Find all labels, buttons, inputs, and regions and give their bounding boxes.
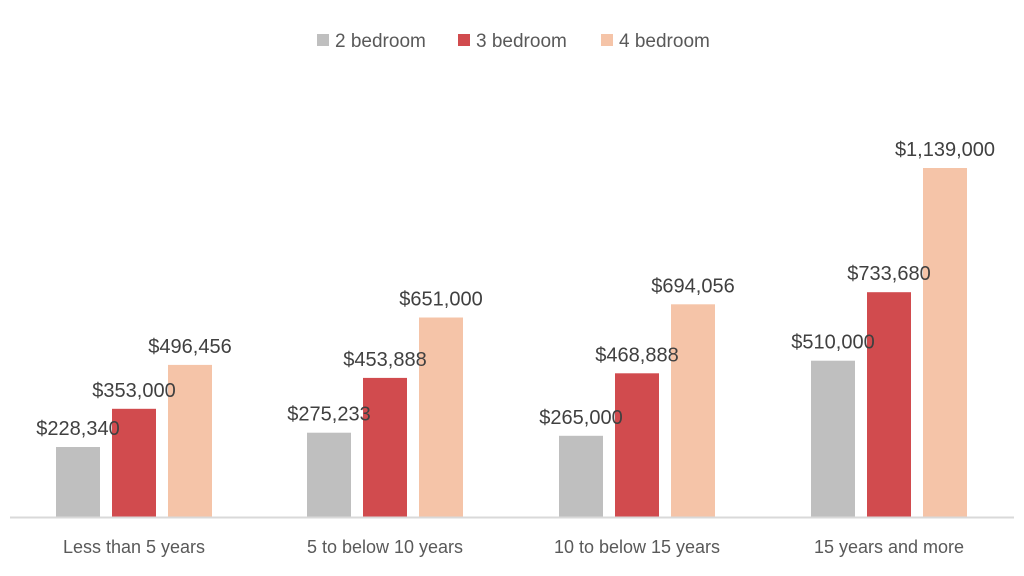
plot-area xyxy=(56,168,967,517)
legend-label-1: 2 bedroom xyxy=(335,31,426,52)
data-label-4-bedroom-3: $694,056 xyxy=(651,275,734,297)
x-tick-label-4: 15 years and more xyxy=(814,537,964,557)
data-label-3-bedroom-2: $453,888 xyxy=(343,349,426,371)
legend: 2 bedroom 3 bedroom 4 bedroom xyxy=(317,31,710,52)
data-label-3-bedroom-3: $468,888 xyxy=(595,344,678,366)
bar-2-bedroom-1 xyxy=(56,447,100,517)
legend-swatch-2 xyxy=(458,34,470,46)
bar-2-bedroom-3 xyxy=(559,435,603,517)
bar-3-bedroom-3 xyxy=(615,373,659,517)
bar-4-bedroom-2 xyxy=(419,317,463,517)
data-label-2-bedroom-1: $228,340 xyxy=(36,418,119,440)
data-labels: $228,340 $353,000 $496,456 $275,233 $453,888… xyxy=(36,139,995,440)
data-label-3-bedroom-4: $733,680 xyxy=(847,263,930,285)
bar-3-bedroom-2 xyxy=(363,377,407,517)
data-label-4-bedroom-4: $1,139,000 xyxy=(895,139,995,161)
x-tick-label-1: Less than 5 years xyxy=(63,537,205,557)
bar-4-bedroom-3 xyxy=(671,304,715,517)
x-axis-tick-labels: Less than 5 years 5 to below 10 years 10 t… xyxy=(63,537,964,557)
bar-3-bedroom-4 xyxy=(867,292,911,517)
data-label-4-bedroom-2: $651,000 xyxy=(399,289,482,311)
bar-3-bedroom-1 xyxy=(112,408,156,517)
legend-label-2: 3 bedroom xyxy=(476,31,567,52)
x-tick-label-3: 10 to below 15 years xyxy=(554,537,720,557)
data-label-2-bedroom-4: $510,000 xyxy=(791,332,874,354)
legend-swatch-3 xyxy=(601,34,613,46)
legend-label-3: 4 bedroom xyxy=(619,31,710,52)
x-tick-label-2: 5 to below 10 years xyxy=(307,537,463,557)
data-label-4-bedroom-1: $496,456 xyxy=(148,336,231,358)
bar-4-bedroom-4 xyxy=(923,168,967,517)
legend-swatch-1 xyxy=(317,34,329,46)
data-label-2-bedroom-3: $265,000 xyxy=(539,407,622,429)
data-label-2-bedroom-2: $275,233 xyxy=(287,404,370,426)
bar-4-bedroom-1 xyxy=(168,364,212,517)
data-label-3-bedroom-1: $353,000 xyxy=(92,380,175,402)
bar-2-bedroom-2 xyxy=(307,432,351,517)
bar-2-bedroom-4 xyxy=(811,360,855,517)
